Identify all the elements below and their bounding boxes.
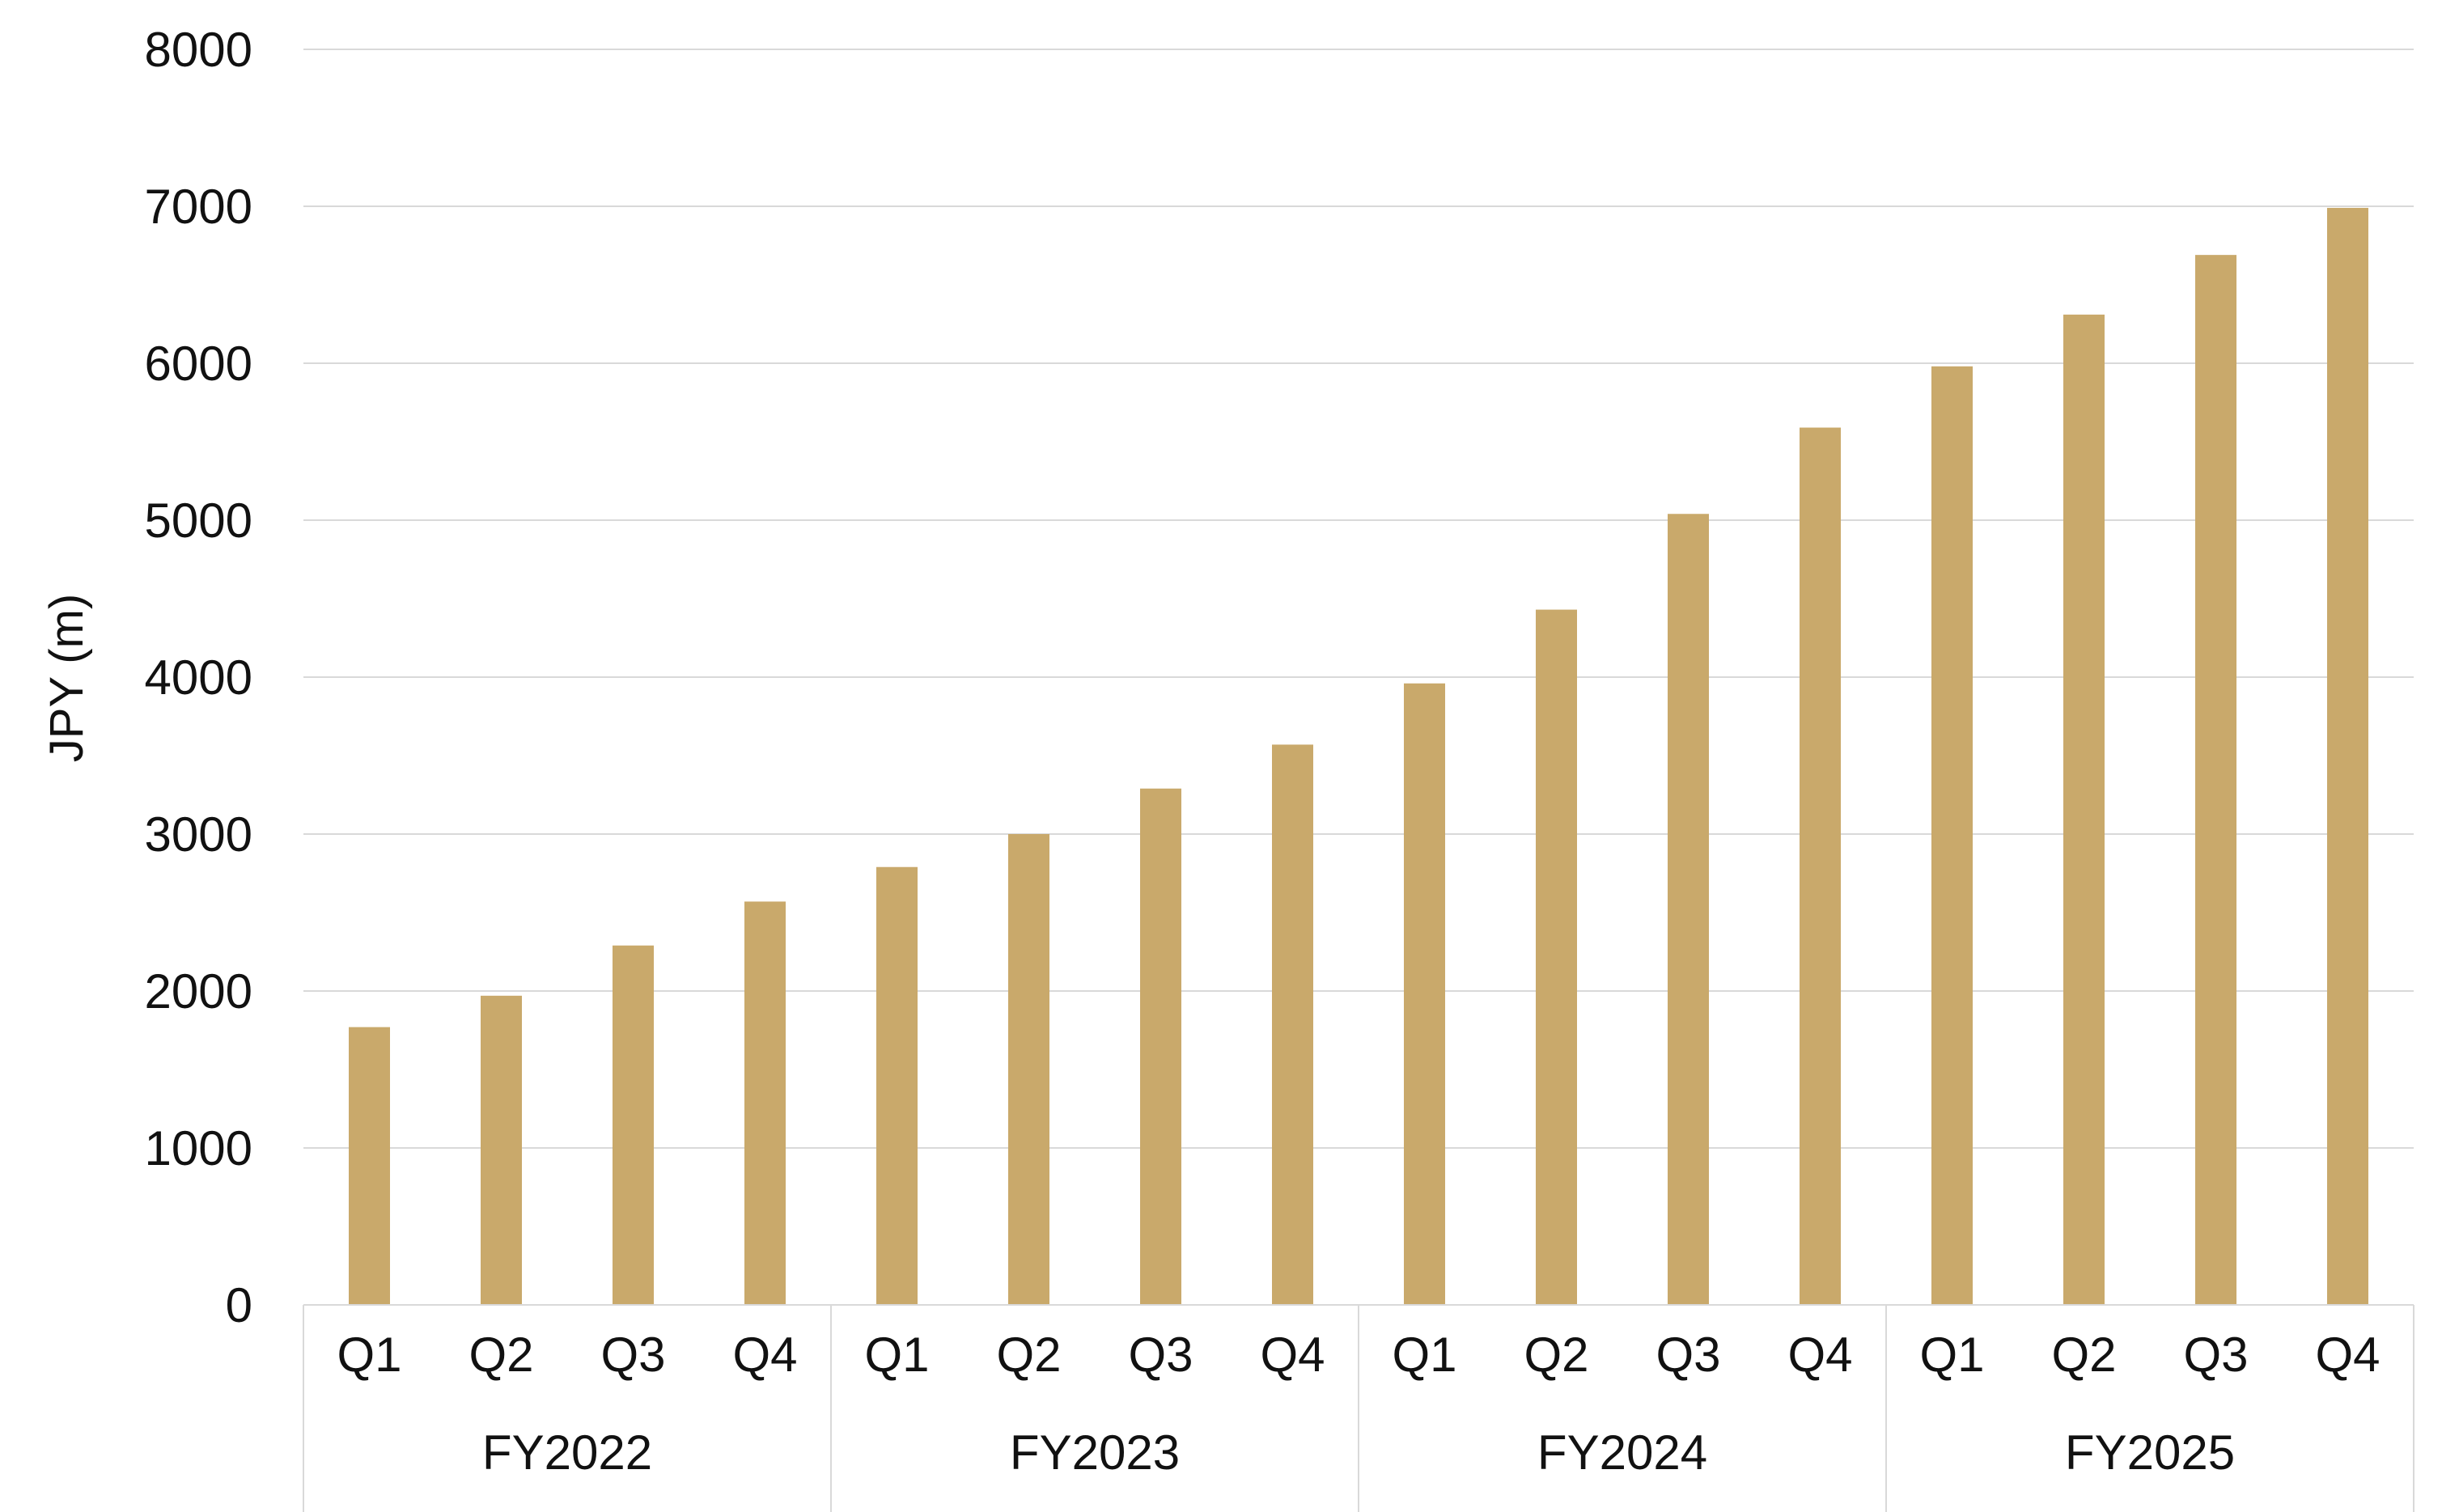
x-tick-label: Q1	[1919, 1328, 1984, 1382]
y-tick-label: 5000	[145, 493, 252, 548]
x-axis: Q1 Q2 Q3 Q4 Q1 Q2 Q3 Q4 Q1 Q2 Q3 Q4 Q1 Q2 Q3 Q4 FY2022 FY…	[303, 1304, 2414, 1512]
x-tick-label: Q4	[2315, 1328, 2380, 1382]
bar	[1140, 788, 1181, 1305]
y-tick-label: 0	[226, 1278, 252, 1332]
x-tick-label: Q2	[2051, 1328, 2116, 1382]
y-axis-tick-labels: 0 1000 2000 3000 4000 5000 6000 7000 8000	[145, 23, 252, 1332]
x-tick-label: Q3	[1656, 1328, 1720, 1382]
y-axis-title: JPY (m)	[40, 594, 93, 762]
x-tick-label: Q1	[1392, 1328, 1456, 1382]
bar	[744, 901, 786, 1305]
bar	[613, 945, 654, 1305]
x-tick-label: Q3	[600, 1328, 665, 1382]
bar	[1668, 514, 1709, 1305]
x-group-label: FY2023	[1010, 1425, 1180, 1480]
x-tick-label: Q1	[864, 1328, 929, 1382]
x-tick-label: Q4	[1787, 1328, 1852, 1382]
x-tick-label: Q1	[337, 1328, 401, 1382]
x-tick-label: Q2	[1524, 1328, 1588, 1382]
bar	[481, 995, 522, 1305]
x-group-label: FY2025	[2065, 1425, 2235, 1480]
bar	[1536, 609, 1577, 1305]
y-tick-label: 8000	[145, 23, 252, 77]
gridlines	[303, 49, 2414, 1149]
y-tick-label: 3000	[145, 807, 252, 862]
x-group-label: FY2024	[1537, 1425, 1707, 1480]
bar	[349, 1027, 390, 1305]
y-tick-label: 4000	[145, 650, 252, 705]
bar	[876, 866, 918, 1305]
y-tick-label: 7000	[145, 180, 252, 234]
x-group-label: FY2022	[482, 1425, 652, 1480]
y-tick-label: 2000	[145, 964, 252, 1019]
bar	[2327, 207, 2368, 1306]
x-tick-label: Q4	[1260, 1328, 1325, 1382]
bar	[1931, 366, 1973, 1305]
x-tick-label: Q2	[996, 1328, 1061, 1382]
bar	[2063, 314, 2105, 1305]
x-tick-label: Q2	[468, 1328, 533, 1382]
bar	[1272, 744, 1313, 1305]
bars	[349, 207, 2368, 1306]
x-tick-label: Q3	[1128, 1328, 1193, 1382]
bar	[1800, 427, 1841, 1305]
y-tick-label: 1000	[145, 1121, 252, 1175]
bar	[1404, 683, 1445, 1305]
x-tick-label: Q4	[732, 1328, 797, 1382]
y-tick-label: 6000	[145, 337, 252, 391]
bar	[1008, 834, 1049, 1305]
bar	[2195, 255, 2236, 1305]
x-tick-label: Q3	[2183, 1328, 2248, 1382]
